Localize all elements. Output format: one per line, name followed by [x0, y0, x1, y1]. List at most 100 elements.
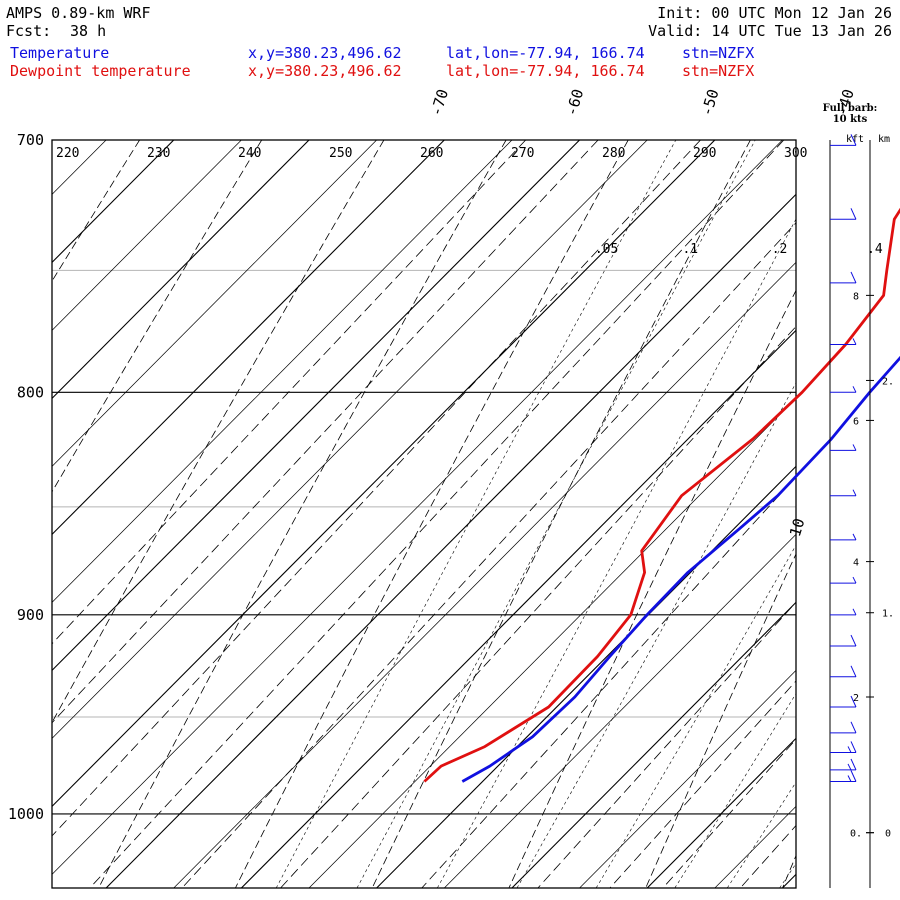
barb-half [847, 746, 852, 753]
legend-temperature: Temperature [10, 44, 110, 62]
barb-note-line2: 10 kts [832, 114, 868, 125]
barb-half [852, 533, 857, 541]
dry-adiabat-label: 300 [784, 146, 807, 161]
dry-adiabat-label: 250 [329, 146, 352, 161]
wind-barb [830, 444, 857, 451]
saturated-adiabat [779, 863, 796, 888]
legend-dewpoint-latlon: lat,lon=-77.94, 166.74 [446, 62, 645, 80]
wind-barb [830, 208, 857, 220]
dry-adiabat-label: 220 [56, 146, 79, 161]
isotherm [52, 140, 310, 400]
barb-full [850, 721, 857, 734]
saturated-adiabat [832, 113, 900, 888]
wind-barb [830, 338, 857, 345]
dry-adiabat [52, 140, 263, 493]
isotherm [52, 140, 175, 264]
height-tick-label: 6 [853, 416, 859, 427]
temperature-tick-label: -40 [833, 87, 858, 118]
mixing-ratio-line [421, 476, 796, 888]
legend-dewpoint: Dewpoint temperature [10, 62, 191, 80]
isotherm [308, 397, 796, 888]
isotherm [511, 601, 796, 888]
isotherm [376, 465, 796, 888]
isotherm [173, 261, 796, 888]
wind-barb [830, 695, 857, 708]
barb-full [850, 634, 857, 647]
wind-barb [830, 576, 857, 584]
temperature-tick-label: 10 [786, 516, 808, 539]
wind-barb [830, 533, 857, 541]
isotherm [105, 193, 796, 888]
init-time: Init: 00 UTC Mon 12 Jan 26 [657, 4, 892, 22]
valid-time: Valid: 14 UTC Tue 13 Jan 26 [648, 22, 892, 40]
barb-full [850, 758, 857, 771]
temperature-tick-label: -70 [427, 87, 452, 118]
isotherm [52, 140, 242, 331]
legend-dewpoint-xy: x,y=380.23,496.62 [248, 62, 402, 80]
isotherm [0, 140, 38, 888]
barb-half [852, 489, 857, 496]
isotherm [52, 140, 445, 536]
height-unit-km: km [878, 134, 891, 145]
height-unit-kft: kft [846, 134, 865, 145]
mixing-ratio-line [52, 140, 599, 724]
height-tick-label: 1. [882, 609, 894, 620]
isotherm [52, 140, 377, 467]
barb-half [847, 763, 852, 771]
height-tick-label: 2 [853, 693, 859, 704]
wind-barb [830, 741, 857, 753]
dry-adiabat-label: 230 [147, 146, 170, 161]
saturated-adiabat [275, 140, 677, 888]
mixing-ratio-label: .1 [682, 242, 698, 257]
dry-adiabat-label: 270 [511, 146, 534, 161]
isotherm [52, 140, 648, 739]
saturated-adiabat [356, 140, 756, 888]
dry-adiabat [508, 289, 796, 888]
dry-adiabat-label: 290 [693, 146, 716, 161]
mixing-ratio-line [52, 140, 526, 645]
barb-full [850, 208, 857, 220]
dry-adiabat-label: 260 [420, 146, 443, 161]
barb-full [850, 741, 857, 753]
wind-barb [830, 665, 857, 678]
isotherm [52, 140, 513, 603]
height-tick-label: 4 [853, 558, 859, 569]
dry-adiabat [52, 140, 385, 724]
barb-half [852, 338, 857, 345]
mixing-ratio-line [662, 738, 796, 888]
height-tick-label: 0. [850, 829, 862, 840]
mixing-ratio-line [609, 680, 796, 888]
saturated-adiabat [595, 544, 796, 888]
legend-temperature-station: stn=NZFX [682, 44, 755, 62]
pressure-tick-label: 700 [17, 131, 44, 149]
temperature-profile [461, 355, 900, 783]
wind-barb [830, 770, 857, 783]
dry-adiabat-label: 240 [238, 146, 261, 161]
wind-barb [830, 386, 857, 393]
height-tick-label: 0 [885, 829, 891, 840]
legend-temperature-xy: x,y=380.23,496.62 [248, 44, 402, 62]
barb-full [850, 271, 857, 284]
barb-half [852, 444, 857, 451]
barb-full [850, 134, 857, 146]
legend-temperature-latlon: lat,lon=-77.94, 166.74 [446, 44, 645, 62]
model-title: AMPS 0.89-km WRF [6, 4, 151, 22]
forecast-label: Fcst: [6, 22, 52, 40]
mixing-ratio-label: .05 [595, 242, 618, 257]
legend-dewpoint-station: stn=NZFX [682, 62, 755, 80]
plot-area [0, 113, 900, 888]
dry-adiabat [98, 140, 507, 888]
barb-full [850, 695, 857, 708]
wind-barb [830, 608, 857, 616]
barb-half [847, 775, 852, 782]
wind-barb [830, 271, 857, 284]
mixing-ratio-label: .2 [772, 242, 788, 257]
barb-note-line1: Full barb: [822, 103, 878, 114]
wind-barb [830, 634, 857, 647]
saturated-adiabat [674, 693, 796, 888]
plot-frame [51, 139, 797, 889]
isotherm [240, 329, 796, 888]
barb-note: Full barb: 10 kts [812, 103, 888, 125]
dry-adiabat [235, 140, 629, 888]
barb-half [852, 386, 857, 393]
